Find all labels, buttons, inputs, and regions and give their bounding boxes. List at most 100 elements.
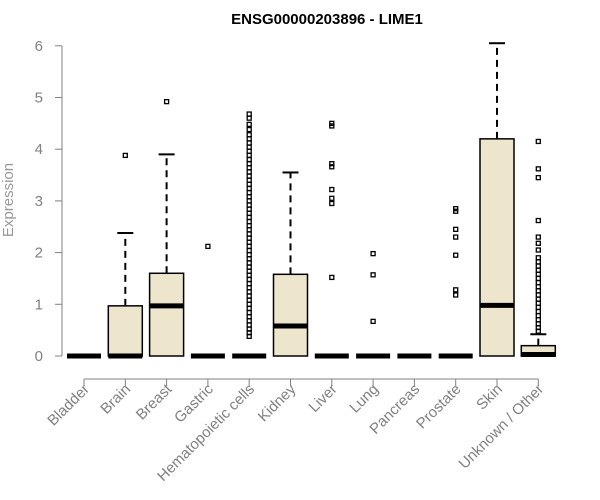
outlier-point: [246, 309, 252, 316]
outlier-point: [246, 173, 252, 179]
outlier-point: [535, 217, 541, 224]
outlier-point: [535, 279, 541, 286]
y-tick-label: 6: [35, 38, 43, 55]
outlier-point: [122, 152, 128, 159]
outlier-point: [246, 322, 252, 328]
box-body: [479, 138, 515, 357]
y-tick-label: 2: [35, 245, 43, 262]
y-axis: 0 1 2 3 4 5 6: [35, 38, 63, 365]
outlier-point: [246, 111, 252, 117]
outlier-point: [535, 259, 541, 265]
boxes: [67, 42, 557, 359]
outlier-point: [329, 164, 335, 170]
outlier-point: [246, 194, 252, 200]
outlier-point: [246, 231, 252, 237]
outlier-point: [246, 185, 252, 192]
outlier-point: [535, 255, 541, 261]
outlier-point: [535, 267, 541, 273]
outlier-point: [246, 156, 252, 163]
y-axis-label: Expression: [0, 163, 17, 237]
box-brain: [107, 152, 144, 359]
outlier-point: [246, 198, 252, 204]
outlier-point: [246, 314, 252, 320]
outlier-point: [246, 115, 252, 121]
outlier-point: [535, 263, 541, 269]
y-tick-label: 3: [35, 193, 43, 210]
box-skin: [479, 42, 515, 357]
outlier-point: [535, 138, 541, 145]
outlier-point: [246, 227, 252, 233]
outlier-point: [535, 292, 541, 298]
x-tick-label: Prostate: [413, 381, 465, 433]
outlier-point: [246, 305, 252, 312]
outlier-point: [246, 272, 252, 278]
outlier-point: [246, 152, 252, 159]
outlier-point: [329, 195, 335, 201]
outlier-point: [453, 252, 459, 258]
outlier-point: [246, 264, 252, 270]
outlier-point: [246, 252, 252, 258]
outlier-point: [246, 243, 252, 250]
y-tick-label: 4: [35, 141, 43, 158]
box-body: [272, 273, 309, 357]
outlier-point: [246, 260, 252, 266]
outlier-point: [246, 121, 252, 128]
outlier-point: [453, 292, 459, 298]
outlier-point: [246, 235, 252, 241]
x-tick-label: Brain: [97, 381, 134, 418]
y-tick-label: 5: [35, 90, 43, 107]
outlier-point: [453, 234, 459, 240]
outlier-point: [535, 271, 541, 277]
outlier-point: [246, 165, 252, 171]
outlier-point: [535, 321, 541, 327]
box-unknown-other: [520, 138, 557, 357]
box-breast: [148, 98, 185, 357]
y-tick-label: 0: [35, 348, 43, 365]
outlier-point: [163, 98, 170, 105]
outlier-point: [329, 274, 335, 281]
outlier-point: [246, 223, 252, 229]
outlier-point: [246, 126, 252, 133]
outlier-point: [370, 250, 376, 257]
chart-title: ENSG00000203896 - LIME1: [231, 11, 423, 28]
x-tick-label: Kidney: [255, 380, 300, 425]
outlier-point: [246, 293, 252, 299]
x-tick-label: Breast: [133, 380, 176, 423]
box-body: [148, 272, 185, 357]
outlier-point: [535, 174, 541, 181]
outlier-point: [246, 181, 252, 188]
outlier-point: [535, 240, 541, 246]
outlier-point: [370, 318, 376, 325]
box-liver: [314, 120, 349, 359]
x-tick-label: Skin: [473, 381, 506, 414]
outlier-point: [329, 186, 335, 193]
outlier-point: [246, 189, 252, 196]
outlier-point: [535, 166, 541, 172]
outlier-point: [246, 301, 252, 307]
outlier-point: [246, 202, 252, 208]
box-prostate: [438, 206, 473, 359]
x-tick-label: Liver: [306, 381, 341, 416]
outlier-point: [246, 169, 252, 175]
outlier-point: [246, 285, 252, 291]
box-hematopoietic-cells: [232, 111, 267, 359]
outlier-point: [246, 206, 252, 212]
outlier-point: [246, 161, 252, 167]
outlier-point: [535, 284, 541, 290]
outlier-point: [205, 243, 211, 250]
outlier-point: [246, 256, 252, 262]
y-tick-label: 1: [35, 296, 43, 313]
outlier-point: [453, 226, 459, 232]
outlier-point: [246, 326, 252, 332]
outlier-point: [453, 206, 459, 212]
outlier-point: [246, 136, 252, 142]
outlier-point: [246, 239, 252, 245]
outlier-point: [535, 300, 541, 306]
outlier-point: [535, 275, 541, 282]
outlier-point: [246, 210, 252, 216]
outlier-point: [453, 287, 459, 293]
outlier-point: [329, 161, 335, 167]
outlier-point: [246, 289, 252, 295]
